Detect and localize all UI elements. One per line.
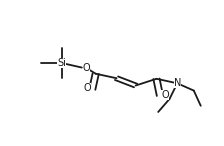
Text: O: O [161, 90, 169, 100]
Text: O: O [83, 83, 91, 93]
Text: Si: Si [57, 58, 66, 68]
Text: O: O [83, 63, 90, 73]
Text: N: N [174, 78, 181, 88]
